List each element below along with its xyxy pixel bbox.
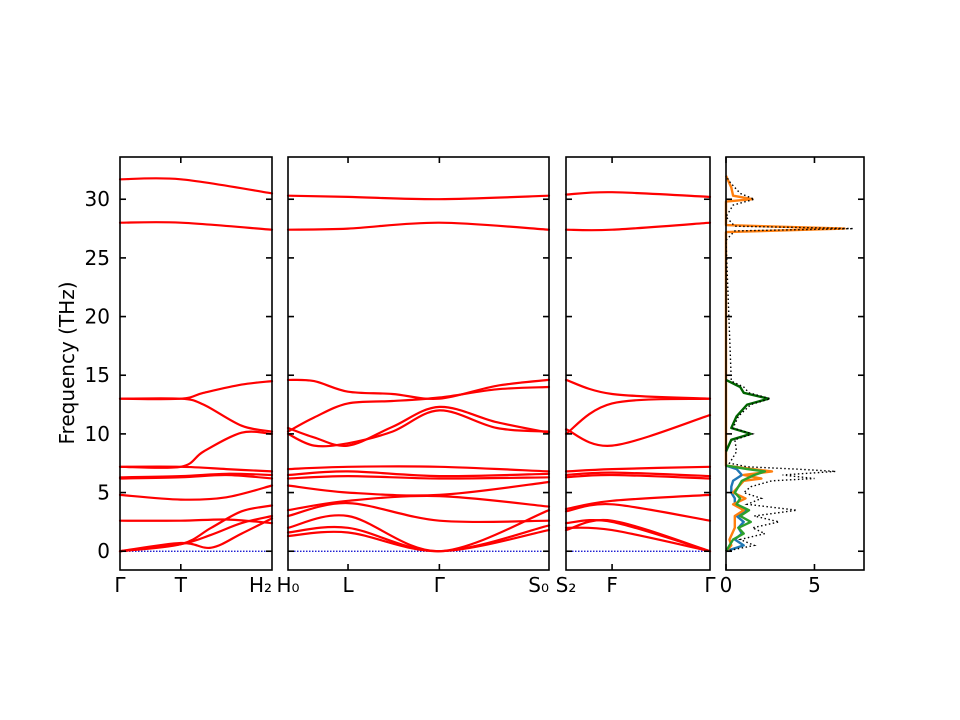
panel-frame — [119, 156, 273, 571]
phonon-band — [286, 475, 551, 480]
band-panel-3: S₂ F Γ — [556, 156, 716, 597]
phonon-band — [286, 405, 551, 447]
band-panel-1: 0 5 10 15 20 25 30 Γ T H₂ — [85, 156, 274, 597]
x-tick-label: S₂ — [556, 573, 577, 597]
phonon-band — [118, 473, 274, 480]
projected-dos-curve — [724, 378, 770, 452]
phonon-band — [118, 380, 274, 401]
phonon-band — [118, 221, 274, 231]
x-tick-label: Γ — [114, 573, 126, 597]
y-axis-label: Frequency (THz) — [55, 281, 79, 444]
phonon-band — [118, 430, 274, 469]
phonon-band — [564, 473, 712, 480]
x-tick-label: 0 — [720, 573, 733, 597]
phonon-band — [286, 494, 551, 512]
y-tick-label: 15 — [85, 363, 110, 387]
phonon-band — [286, 524, 551, 553]
phonon-band — [564, 221, 712, 232]
x-tick-label: L — [342, 573, 354, 597]
phonon-band — [118, 465, 274, 473]
phonon-band — [564, 397, 712, 435]
phonon-band — [564, 518, 712, 553]
y-tick-label: 30 — [85, 187, 110, 211]
phonon-band — [286, 385, 551, 433]
x-tick-label: H₂ — [249, 573, 272, 597]
x-tick-label: S₀ — [528, 573, 549, 597]
y-tick-label: 5 — [97, 481, 110, 505]
x-tick-label: H₀ — [276, 573, 299, 597]
y-tick-label: 20 — [85, 305, 110, 329]
phonon-band — [286, 378, 551, 401]
phonon-band — [564, 471, 712, 478]
phonon-band — [286, 529, 551, 553]
phonon-band — [118, 484, 274, 501]
phonon-band — [286, 194, 551, 201]
y-tick-label: 25 — [85, 246, 110, 270]
y-tick-label: 0 — [97, 539, 110, 563]
phonon-band — [286, 221, 551, 231]
x-tick-label: F — [606, 573, 618, 597]
phonon-band — [564, 526, 712, 553]
dos-frame — [725, 156, 865, 571]
phonon-band — [118, 504, 274, 553]
phonon-band — [286, 470, 551, 478]
phonon-band — [118, 397, 274, 433]
phonon-band — [286, 409, 551, 448]
phonon-band — [286, 465, 551, 473]
phonon-band — [286, 501, 551, 524]
phonon-band — [286, 509, 551, 553]
phonon-band — [564, 191, 712, 198]
x-tick-label: Γ — [704, 573, 716, 597]
projected-dos-curve — [724, 175, 846, 553]
phonon-band — [286, 480, 551, 497]
panel-frame — [565, 156, 711, 571]
band-panel-2: H₀ L Γ S₀ — [276, 156, 551, 597]
phonon-band — [564, 502, 712, 522]
total-dos-curve — [725, 175, 854, 552]
phonon-band — [118, 517, 274, 553]
phonon-band — [564, 493, 712, 511]
panel-frame — [287, 156, 550, 571]
phonon-band — [564, 378, 712, 400]
projected-dos-curve — [724, 464, 767, 552]
phonon-band — [564, 414, 712, 447]
x-tick-label: 5 — [808, 573, 821, 597]
y-tick-label: 10 — [85, 422, 110, 446]
phonon-band — [118, 177, 274, 195]
x-tick-label: T — [174, 573, 188, 597]
x-tick-label: Γ — [434, 573, 446, 597]
phonon-band — [564, 465, 712, 473]
